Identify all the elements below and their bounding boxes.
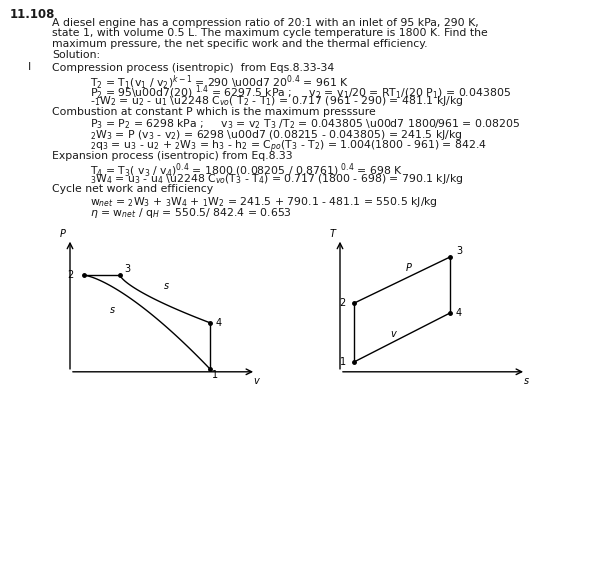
Text: Compression process (isentropic)  from Eqs.8.33-34: Compression process (isentropic) from Eq… bbox=[52, 63, 334, 73]
Text: I: I bbox=[28, 62, 31, 72]
Text: 4: 4 bbox=[456, 308, 462, 318]
Text: Solution:: Solution: bbox=[52, 51, 100, 60]
Text: T$_4$ = T$_3$( v$_3$ / v$_4$)$^{0.4}$ = 1800 (0.08205 / 0.8761) $^{0.4}$ = 698 K: T$_4$ = T$_3$( v$_3$ / v$_4$)$^{0.4}$ = … bbox=[90, 162, 403, 180]
Text: s: s bbox=[110, 305, 115, 315]
Text: T: T bbox=[330, 229, 336, 239]
Text: s: s bbox=[164, 281, 169, 291]
Text: s: s bbox=[524, 376, 529, 386]
Text: 3: 3 bbox=[124, 264, 130, 274]
Text: P: P bbox=[406, 263, 412, 273]
Text: 3: 3 bbox=[456, 245, 462, 256]
Text: A diesel engine has a compression ratio of 20:1 with an inlet of 95 kPa, 290 K,: A diesel engine has a compression ratio … bbox=[52, 18, 479, 28]
Text: v: v bbox=[253, 376, 259, 386]
Text: v: v bbox=[390, 329, 395, 339]
Text: $_3$W$_4$ = u$_3$ - u$_4$ \u2248 C$_{vo}$(T$_3$ - T$_4$) = 0.717 (1800 - 698) = : $_3$W$_4$ = u$_3$ - u$_4$ \u2248 C$_{vo}… bbox=[90, 172, 463, 186]
Text: $_2$q$_3$ = u$_3$ - u$_2$ + $_2$W$_3$ = h$_3$ - h$_2$ = C$_{po}$(T$_3$ - T$_2$) : $_2$q$_3$ = u$_3$ - u$_2$ + $_2$W$_3$ = … bbox=[90, 138, 487, 155]
Text: 11.108: 11.108 bbox=[10, 8, 55, 21]
Text: 1: 1 bbox=[340, 357, 346, 367]
Text: -$_1$W$_2$ = u$_2$ - u$_1$ \u2248 C$_{vo}$( T$_2$ - T$_1$) = 0.717 (961 - 290) =: -$_1$W$_2$ = u$_2$ - u$_1$ \u2248 C$_{vo… bbox=[90, 95, 464, 109]
Text: w$_{net}$ = $_2$W$_3$ + $_3$W$_4$ + $_1$W$_2$ = 241.5 + 790.1 - 481.1 = 550.5 kJ: w$_{net}$ = $_2$W$_3$ + $_3$W$_4$ + $_1$… bbox=[90, 195, 438, 209]
Text: 1: 1 bbox=[212, 370, 218, 381]
Text: $\eta$ = w$_{net}$ / q$_H$ = 550.5/ 842.4 = 0.653: $\eta$ = w$_{net}$ / q$_H$ = 550.5/ 842.… bbox=[90, 205, 292, 220]
Text: Combustion at constant P which is the maximum presssure: Combustion at constant P which is the ma… bbox=[52, 107, 376, 117]
Text: maximum pressure, the net specific work and the thermal efficiency.: maximum pressure, the net specific work … bbox=[52, 39, 428, 49]
Text: 2: 2 bbox=[68, 270, 74, 280]
Text: $_2$W$_3$ = P (v$_3$ - v$_2$) = 6298 \u00d7 (0.08215 - 0.043805) = 241.5 kJ/kg: $_2$W$_3$ = P (v$_3$ - v$_2$) = 6298 \u0… bbox=[90, 128, 463, 142]
Text: state 1, with volume 0.5 L. The maximum cycle temperature is 1800 K. Find the: state 1, with volume 0.5 L. The maximum … bbox=[52, 29, 488, 38]
Text: 2: 2 bbox=[340, 298, 346, 308]
Text: 4: 4 bbox=[216, 318, 222, 328]
Text: Expansion process (isentropic) from Eq.8.33: Expansion process (isentropic) from Eq.8… bbox=[52, 151, 293, 161]
Text: T$_2$ = T$_1$(v$_1$ / v$_2$)$^{k-1}$ = 290 \u00d7 20$^{0.4}$ = 961 K: T$_2$ = T$_1$(v$_1$ / v$_2$)$^{k-1}$ = 2… bbox=[90, 74, 349, 92]
Text: P: P bbox=[60, 229, 66, 239]
Text: P$_2$ = 95\u00d7(20) $^{1.4}$ = 6297.5 kPa ;     v$_2$ = v$_1$/20 = RT$_1$/(20 P: P$_2$ = 95\u00d7(20) $^{1.4}$ = 6297.5 k… bbox=[90, 84, 511, 102]
Text: P$_3$ = P$_2$ = 6298 kPa ;     v$_3$ = v$_2$ T$_3$ /T$_2$ = 0.043805 \u00d7 1800: P$_3$ = P$_2$ = 6298 kPa ; v$_3$ = v$_2$… bbox=[90, 118, 520, 131]
Text: Cycle net work and efficiency: Cycle net work and efficiency bbox=[52, 185, 213, 194]
